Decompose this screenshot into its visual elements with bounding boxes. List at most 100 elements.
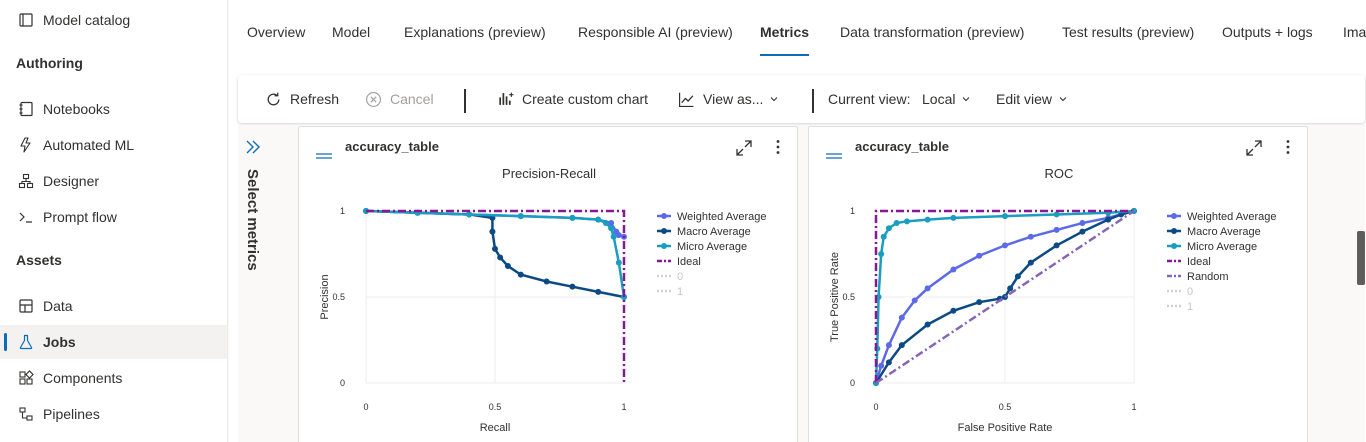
tab-metrics[interactable]: Metrics xyxy=(760,24,810,56)
tab-overview[interactable]: Overview xyxy=(247,24,306,40)
series-line-ideal xyxy=(366,209,626,383)
legend-marker-weighted-average xyxy=(1171,213,1177,219)
data-point-macro-average xyxy=(497,254,504,261)
series-line-ideal xyxy=(874,209,1134,383)
tab-explanations[interactable]: Explanations (preview) xyxy=(404,24,546,40)
tab-test-results[interactable]: Test results (preview) xyxy=(1062,24,1195,40)
legend-label: Macro Average xyxy=(677,226,751,238)
pipeline-icon xyxy=(16,404,36,424)
nav-item-components[interactable]: Components xyxy=(0,361,227,395)
select-metrics-label: Select metrics xyxy=(244,169,261,271)
select-metrics-panel[interactable]: Select metrics xyxy=(238,125,283,442)
nav-item-data[interactable]: Data xyxy=(0,289,227,323)
data-point-macro-average xyxy=(898,342,905,349)
expand-icon[interactable] xyxy=(735,139,753,162)
catalog-icon xyxy=(16,10,36,30)
y-tick-label: 1 xyxy=(850,206,855,216)
refresh-button[interactable]: Refresh xyxy=(265,75,339,123)
data-point-micro-average xyxy=(893,220,900,227)
drag-handle-icon[interactable] xyxy=(826,146,842,164)
data-point-macro-average xyxy=(1105,216,1112,223)
expand-icon[interactable] xyxy=(1245,139,1263,162)
legend-label: Macro Average xyxy=(1187,226,1261,238)
data-icon xyxy=(16,296,36,316)
data-point-macro-average xyxy=(1079,228,1086,235)
expand-panel-icon[interactable] xyxy=(244,138,262,161)
nav-item-designer[interactable]: Designer xyxy=(0,164,227,198)
data-point-macro-average xyxy=(492,245,498,252)
legend-label: Ideal xyxy=(677,256,701,268)
data-point-weighted-average xyxy=(1002,242,1008,249)
nav-item-automated-ml[interactable]: Automated ML xyxy=(0,128,227,162)
legend-marker-micro-average xyxy=(1171,243,1177,249)
data-point-macro-average xyxy=(504,263,511,270)
data-point-micro-average xyxy=(950,214,957,221)
data-point-weighted-average xyxy=(976,252,983,259)
line-chart-icon xyxy=(678,91,695,108)
chart-add-icon xyxy=(497,91,514,108)
drag-handle-icon[interactable] xyxy=(316,146,332,164)
nav-item-notebooks[interactable]: Notebooks xyxy=(0,92,227,126)
nav-item-label: Notebooks xyxy=(43,101,110,117)
y-axis-label: True Positive Rate xyxy=(829,252,841,342)
y-tick-label: 0 xyxy=(850,378,855,388)
current-view-value: Local xyxy=(922,91,956,107)
legend-label: Ideal xyxy=(1187,256,1211,268)
data-point-micro-average xyxy=(608,225,615,232)
scrollbar-thumb[interactable] xyxy=(1357,231,1365,285)
legend-label: Weighted Average xyxy=(677,211,767,223)
current-view-dropdown[interactable]: Local xyxy=(922,75,971,123)
data-point-macro-average xyxy=(543,278,550,285)
x-tick-label: 0.5 xyxy=(999,402,1012,412)
nav-item-jobs[interactable]: Jobs xyxy=(0,325,227,359)
data-point-weighted-average xyxy=(1053,226,1060,233)
data-point-weighted-average xyxy=(878,362,885,369)
data-point-micro-average xyxy=(924,216,931,223)
left-nav: Model catalog Authoring Notebooks Automa… xyxy=(0,0,228,442)
current-view-label: Current view: xyxy=(828,91,911,107)
nav-item-label: Components xyxy=(43,370,123,386)
x-tick-label: 1 xyxy=(1131,402,1136,412)
series-line-random xyxy=(875,209,1135,385)
y-tick-label: 0.5 xyxy=(332,292,345,302)
tab-data-transformation[interactable]: Data transformation (preview) xyxy=(840,24,1025,40)
x-tick-label: 0 xyxy=(363,402,368,412)
create-custom-chart-button[interactable]: Create custom chart xyxy=(497,75,648,123)
data-point-weighted-average xyxy=(885,342,892,349)
data-point-macro-average xyxy=(595,288,602,295)
cancel-label: Cancel xyxy=(390,91,434,107)
prompt-icon xyxy=(16,207,36,227)
legend-label: Random xyxy=(1187,271,1229,283)
data-point-macro-average xyxy=(1007,285,1014,292)
data-point-macro-average xyxy=(1014,273,1021,280)
cancel-button[interactable]: Cancel xyxy=(365,75,434,123)
tab-images[interactable]: Ima xyxy=(1343,24,1366,40)
y-tick-label: 1 xyxy=(340,206,345,216)
data-point-micro-average xyxy=(466,211,473,218)
nav-item-label: Jobs xyxy=(43,334,76,350)
nav-item-model-catalog[interactable]: Model catalog xyxy=(0,3,227,37)
legend-label: 1 xyxy=(1187,301,1193,313)
legend-label: Micro Average xyxy=(677,241,747,253)
more-options-icon[interactable] xyxy=(776,139,780,160)
metrics-content: Select metrics accuracy_table Precision-… xyxy=(238,125,1365,442)
tab-responsible-ai[interactable]: Responsible AI (preview) xyxy=(578,24,733,40)
nav-item-prompt-flow[interactable]: Prompt flow xyxy=(0,200,227,234)
precision-recall-chart: Precision-Recall 0 0.5 1 0 0.5 1 Recall Precisio… xyxy=(319,166,767,434)
toolbar-divider xyxy=(812,89,814,113)
more-options-icon[interactable] xyxy=(1286,139,1290,160)
toolbar-divider xyxy=(464,89,466,113)
tab-outputs-logs[interactable]: Outputs + logs xyxy=(1222,24,1313,40)
edit-view-dropdown[interactable]: Edit view xyxy=(996,75,1068,123)
series-line-micro-average xyxy=(874,209,1135,384)
data-point-weighted-average xyxy=(950,266,957,273)
legend-label: 0 xyxy=(1187,286,1193,298)
refresh-label: Refresh xyxy=(290,91,340,107)
view-as-dropdown[interactable]: View as... xyxy=(678,75,779,123)
series-line-weighted-average xyxy=(874,209,1135,384)
tab-model[interactable]: Model xyxy=(332,24,371,40)
automl-icon xyxy=(16,135,36,155)
tab-bar: Overview Model Explanations (preview) Re… xyxy=(229,0,1366,62)
y-tick-label: 0.5 xyxy=(842,292,855,302)
nav-item-pipelines[interactable]: Pipelines xyxy=(0,397,227,431)
